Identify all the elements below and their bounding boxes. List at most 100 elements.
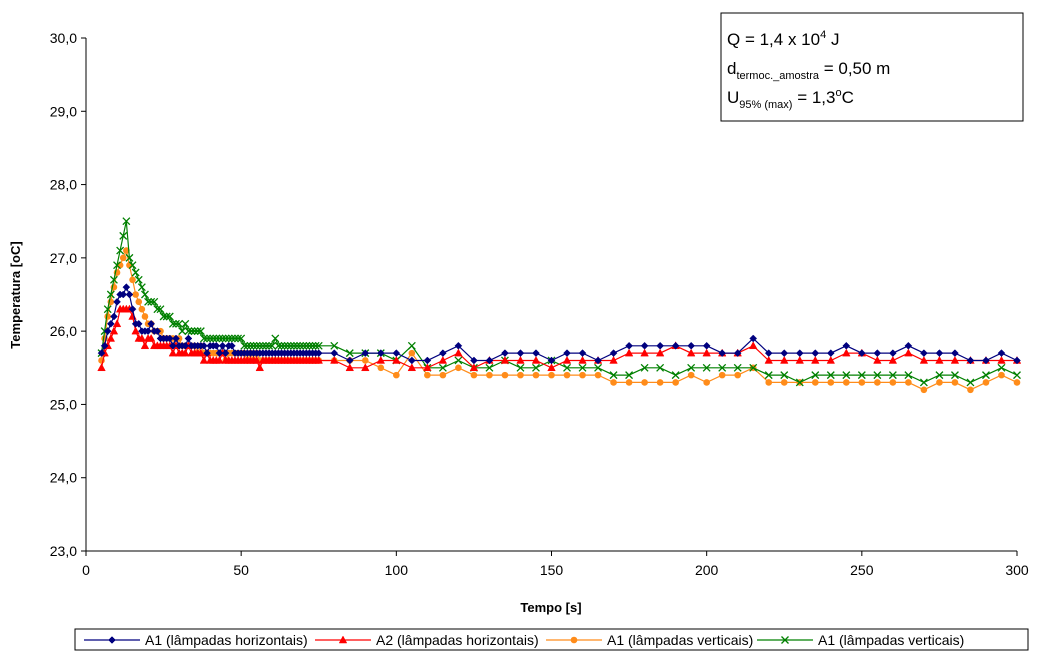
data-point	[532, 349, 540, 357]
data-point	[625, 371, 634, 380]
data-point	[125, 253, 134, 262]
legend: A1 (lâmpadas horizontais) A2 (lâmpadas h…	[74, 628, 1029, 651]
legend-marker	[338, 635, 348, 644]
data-point	[935, 349, 944, 357]
data-point	[703, 379, 710, 386]
data-point	[578, 349, 587, 357]
data-point	[252, 341, 261, 350]
data-point	[169, 341, 177, 350]
data-point	[734, 371, 741, 379]
data-point	[209, 334, 218, 343]
data-point	[686, 348, 696, 357]
y-tick-label: 23,0	[50, 543, 77, 559]
data-point	[826, 349, 835, 357]
x-tick-label: 250	[850, 562, 874, 578]
data-point	[609, 349, 618, 357]
x-tick-label: 50	[233, 562, 249, 578]
data-point	[144, 297, 153, 306]
data-point	[393, 371, 400, 379]
x-tick-label: 150	[540, 562, 564, 578]
y-tick-label: 28,0	[50, 177, 77, 193]
data-point	[97, 349, 106, 357]
data-point	[687, 341, 696, 350]
data-point	[243, 341, 252, 350]
data-point	[950, 371, 959, 380]
y-tick-label: 24,0	[50, 470, 77, 486]
data-point	[811, 371, 820, 380]
data-point	[610, 379, 617, 386]
data-point	[485, 363, 494, 372]
data-point	[221, 349, 230, 357]
x-tick-label: 200	[695, 562, 719, 578]
data-point	[548, 371, 555, 379]
data-point	[888, 371, 897, 380]
data-point	[811, 355, 820, 364]
data-point	[640, 341, 649, 350]
data-point	[920, 386, 928, 394]
data-point	[562, 355, 572, 364]
data-point	[119, 290, 128, 299]
data-point	[609, 355, 618, 364]
series-1	[97, 283, 1021, 365]
data-point	[687, 363, 696, 372]
data-point	[314, 349, 323, 357]
data-point	[129, 276, 136, 284]
data-point	[106, 319, 115, 328]
data-point	[516, 355, 525, 364]
x-axis-label: Tempo [s]	[520, 600, 581, 615]
x-axis: 0 50 100 150 200 250 300	[82, 550, 1029, 578]
data-point	[162, 312, 171, 321]
data-point	[532, 363, 540, 372]
data-point	[113, 261, 121, 270]
data-point	[795, 349, 804, 357]
series-4	[97, 217, 1021, 387]
data-point	[131, 326, 140, 335]
data-point	[181, 319, 190, 328]
data-point	[625, 341, 633, 350]
data-point	[296, 341, 305, 350]
legend-label-4: A1 (lâmpadas verticais)	[818, 632, 964, 648]
data-point	[240, 341, 249, 350]
data-point	[718, 363, 727, 372]
data-point	[258, 341, 267, 350]
data-point	[455, 364, 462, 372]
data-point	[702, 363, 711, 372]
data-point	[780, 349, 789, 357]
data-point	[265, 341, 274, 350]
legend-label-2: A2 (lâmpadas horizontais)	[376, 632, 539, 648]
data-point	[857, 371, 866, 380]
data-point	[888, 355, 898, 364]
y-axis-label: Temperatura [oC]	[8, 241, 23, 348]
data-point	[889, 379, 897, 386]
data-point	[361, 363, 370, 372]
data-point	[128, 305, 137, 314]
data-point	[156, 305, 165, 314]
data-point	[733, 363, 742, 372]
legend-label-1: A1 (lâmpadas horizontais)	[145, 632, 308, 648]
annotation-box: Q = 1,4 x 104 J dtermoc._amostra = 0,50 …	[720, 12, 1024, 122]
data-point	[212, 334, 221, 343]
data-point	[485, 356, 494, 365]
data-point	[842, 348, 851, 357]
data-point	[218, 334, 227, 343]
data-point	[392, 349, 401, 357]
data-point	[330, 355, 339, 364]
data-point	[517, 371, 524, 379]
data-point	[532, 371, 540, 379]
data-point	[874, 379, 881, 386]
data-point	[305, 341, 314, 350]
data-point	[951, 379, 959, 386]
data-point	[470, 371, 478, 379]
data-point	[134, 319, 143, 328]
data-point	[516, 363, 525, 372]
data-point	[718, 371, 726, 379]
data-point	[112, 319, 122, 328]
data-point	[330, 349, 339, 357]
data-point	[138, 305, 146, 313]
data-point	[780, 371, 789, 380]
data-point	[873, 349, 882, 357]
data-point	[423, 356, 432, 365]
data-point	[563, 363, 571, 372]
data-point	[103, 305, 112, 314]
data-point	[376, 355, 386, 364]
